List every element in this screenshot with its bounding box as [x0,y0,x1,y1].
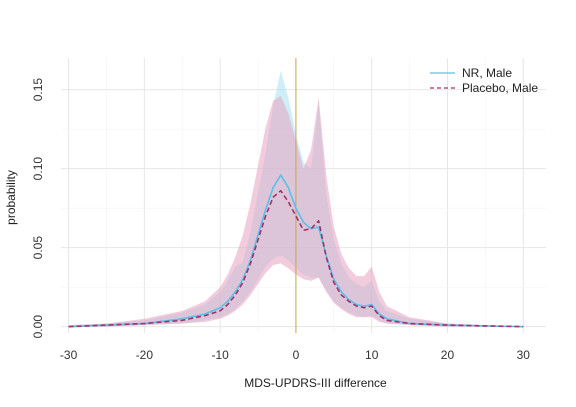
x-tick-label: 30 [517,348,531,362]
x-axis-title: MDS-UPDRS-III difference [244,376,387,390]
x-tick-label: -20 [136,348,154,362]
y-axis-title: probability [4,170,18,225]
series-lines [68,174,524,328]
y-tick-label: 0.00 [31,315,45,339]
x-tick-label: 0 [293,348,300,362]
legend: NR, Male Placebo, Male [430,66,538,95]
y-tick-labels: 0.00 0.05 0.10 0.15 [31,78,45,339]
y-tick-label: 0.15 [31,78,45,102]
legend-label-placebo-male: Placebo, Male [462,81,538,95]
x-tick-label: 10 [365,348,379,362]
legend-label-nr-male: NR, Male [462,66,512,80]
nr-male-line [68,174,524,328]
y-tick-label: 0.10 [31,157,45,181]
placebo-male-line [68,189,524,328]
x-tick-label: -30 [60,348,78,362]
y-tick-label: 0.05 [31,236,45,260]
x-tick-labels: -30 -20 -10 0 10 20 30 [60,348,530,362]
x-tick-label: 20 [441,348,455,362]
x-tick-label: -10 [211,348,229,362]
